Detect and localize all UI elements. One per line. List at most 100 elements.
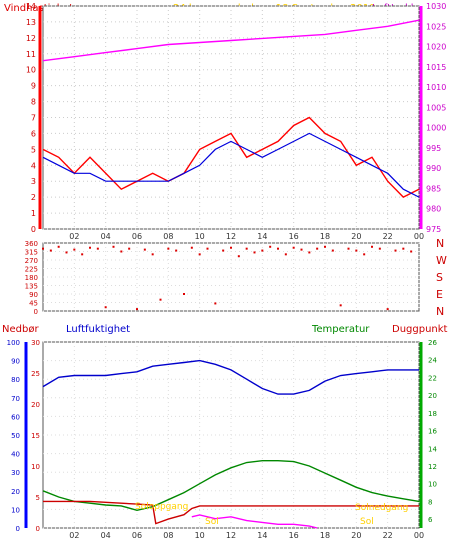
sunrise-label: Soloppgang xyxy=(135,502,188,512)
temp-tick-label: 16 xyxy=(428,428,437,436)
x-tick-label: 00 xyxy=(414,531,424,540)
compass-label: E xyxy=(436,288,443,301)
precip-tick-label: 0 xyxy=(16,525,20,533)
x-tick-label: 10 xyxy=(195,232,205,241)
wind-tick-label: 4 xyxy=(31,161,36,170)
dewpoint-title: Duggpunkt xyxy=(392,324,448,335)
direction-point xyxy=(331,249,334,252)
wind-grid xyxy=(43,5,420,230)
direction-point xyxy=(57,245,60,248)
direction-point xyxy=(371,245,373,248)
direction-tick-label: 0 xyxy=(34,308,38,316)
wind-tick-label: 0 xyxy=(31,225,36,234)
precip-tick-label: 20 xyxy=(11,488,20,496)
direction-tick-label: 360 xyxy=(25,240,38,248)
x-tick-label: 04 xyxy=(101,232,111,241)
humidity-tick-label: 15 xyxy=(31,432,40,440)
direction-point xyxy=(190,246,193,249)
pressure-tick-label: 1010 xyxy=(426,83,446,92)
x-tick-label: 10 xyxy=(195,531,205,540)
pressure-tick-label: 1020 xyxy=(426,43,446,52)
temperature-title: Temperatur xyxy=(311,324,370,335)
compass-label: N xyxy=(436,237,444,250)
direction-point xyxy=(237,255,240,258)
direction-point xyxy=(363,253,366,256)
direction-tick-label: 180 xyxy=(25,274,38,282)
direction-point xyxy=(300,248,303,251)
temperature-axis: 6 8 10 12 14 16 18 20 22 24 26 xyxy=(419,339,437,528)
x-tick-label: 20 xyxy=(351,232,361,241)
wind-avg-line xyxy=(42,132,420,198)
direction-point xyxy=(284,253,287,256)
temp-x-axis: 02 04 06 08 10 12 14 16 18 20 22 00 xyxy=(69,531,424,540)
direction-point xyxy=(269,245,272,248)
x-tick-label: 04 xyxy=(101,531,111,540)
direction-point xyxy=(159,298,162,301)
direction-point xyxy=(104,306,107,309)
wind-speed-line xyxy=(42,116,420,198)
x-tick-label: 02 xyxy=(69,232,79,241)
direction-tick-label: 90 xyxy=(29,291,38,299)
x-tick-label: 06 xyxy=(132,232,142,241)
temp-grid xyxy=(43,341,420,529)
direction-point xyxy=(261,249,264,252)
wind-tick-label: 3 xyxy=(31,177,36,186)
direction-point xyxy=(386,308,389,311)
direction-tick-label: 135 xyxy=(25,283,38,291)
humidity-tick-label: 30 xyxy=(31,339,40,347)
x-tick-label: 14 xyxy=(257,232,267,241)
direction-point xyxy=(339,304,342,307)
sun-label-mid: Sol xyxy=(205,517,219,527)
wind-tick-label: 8 xyxy=(31,98,36,107)
wind-tick-label: 5 xyxy=(31,145,36,154)
wind-x-axis: 02 04 06 08 10 12 14 16 18 20 22 00 xyxy=(69,232,424,241)
humidity-tick-label: 10 xyxy=(31,463,40,471)
direction-point xyxy=(120,250,123,253)
precip-tick-label: 60 xyxy=(11,413,20,421)
direction-point xyxy=(410,250,413,253)
humidity-tick-label: 20 xyxy=(31,401,40,409)
direction-point xyxy=(402,247,405,250)
compass-label: N xyxy=(436,305,444,318)
wind-tick-label: 10 xyxy=(26,66,36,75)
wind-tick-label: 14 xyxy=(26,2,36,11)
temp-tick-label: 22 xyxy=(428,374,437,382)
direction-point xyxy=(143,248,146,251)
pressure-tick-label: 1030 xyxy=(426,2,446,11)
precip-tick-label: 80 xyxy=(11,376,20,384)
pressure-tick-label: 1015 xyxy=(426,63,446,72)
direction-point xyxy=(183,293,185,295)
direction-tick-label: 315 xyxy=(25,249,38,257)
pressure-tick-label: 985 xyxy=(426,184,441,193)
temp-tick-label: 18 xyxy=(428,410,437,418)
direction-point xyxy=(73,248,76,251)
precip-tick-label: 70 xyxy=(11,395,20,403)
x-tick-label: 14 xyxy=(257,531,267,540)
x-tick-label: 02 xyxy=(69,531,79,540)
x-tick-label: 08 xyxy=(163,232,173,241)
wind-tick-label: 6 xyxy=(31,129,36,138)
precip-tick-label: 100 xyxy=(7,339,20,347)
direction-point xyxy=(198,253,201,256)
direction-point xyxy=(89,246,91,249)
sunset-label: Solnedgang xyxy=(355,503,408,513)
pressure-line xyxy=(42,19,420,62)
precip-tick-label: 10 xyxy=(11,506,20,514)
humidity-title: Luftfuktighet xyxy=(66,324,130,335)
direction-point xyxy=(245,247,248,250)
x-tick-label: 16 xyxy=(289,232,299,241)
x-tick-label: 22 xyxy=(383,531,393,540)
direction-point xyxy=(128,247,131,250)
direction-point xyxy=(167,247,170,250)
humidity-tick-label: 0 xyxy=(36,525,40,533)
pressure-tick-label: 1000 xyxy=(426,124,446,133)
wind-tick-label: 11 xyxy=(26,50,36,59)
wind-tick-label: 13 xyxy=(26,18,36,27)
direction-point xyxy=(81,253,84,256)
temp-tick-label: 8 xyxy=(428,498,432,506)
wind-tick-label: 1 xyxy=(31,209,36,218)
sun-line xyxy=(191,514,318,529)
humidity-axis: 0 5 10 15 20 25 30 xyxy=(31,339,40,533)
